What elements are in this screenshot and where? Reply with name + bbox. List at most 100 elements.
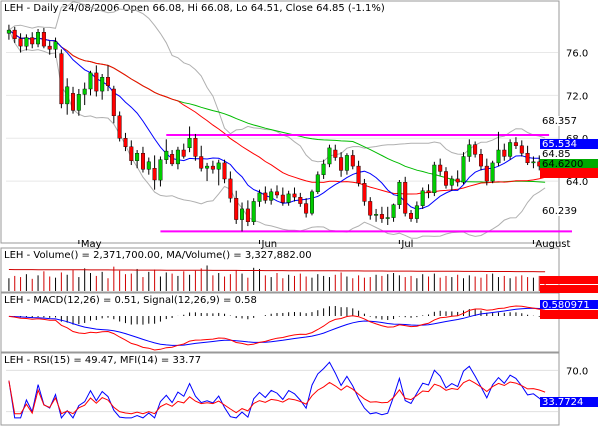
candle-body [409,212,414,219]
x-tick-label: August [535,239,570,250]
candle-body [41,32,46,47]
candle-body [6,29,11,34]
rsi-panel-frame [0,352,560,426]
candle-body [531,161,536,164]
rsi-title: LEH - RSI(15) = 49.47, MFI(14) = 33.77 [4,355,201,366]
price-tag-label: 68.357 [542,116,577,127]
candle-body [100,76,105,92]
candle-body [24,37,29,47]
price-tag-label: 64.85 [542,149,571,160]
candle-body [251,201,256,222]
candle-body [275,191,280,196]
candle-body [403,181,408,214]
candle-body [449,178,454,186]
candle-body [525,152,530,163]
macd-tag-box-2 [540,310,598,319]
candle-body [344,155,349,171]
candle-body [286,193,291,203]
candle-body [356,165,361,184]
macd-line [8,305,546,351]
candle-body [193,137,198,157]
macd-tag-label: 0.580971 [542,300,590,311]
candle-body [76,94,81,111]
candle-body [82,88,87,95]
candle-body [379,214,384,219]
candle-body [30,37,35,45]
volume-ma-tag-box [540,285,598,293]
macd-tag-box [540,300,598,309]
candle-body [152,167,157,181]
candle-body [263,192,268,201]
candle-body [438,164,443,172]
rsi-layer: 70.0 33.7724 [6,361,598,419]
candle-body [18,38,23,47]
macd-title: LEH - MACD(12,26) = 0.51, Signal(12,26,9… [4,295,257,306]
price-tick-label: 76.0 [566,49,588,60]
candle-body [508,142,513,157]
candle-body [88,72,93,90]
candle-body [513,142,518,146]
candle-body [339,157,344,171]
candle-body [146,161,151,170]
candle-body [170,154,175,165]
candle-body [245,208,250,222]
candle-body [432,164,437,193]
candle-body [158,159,163,181]
candle-body [12,29,17,39]
macd-layer: 0.580971 [8,300,598,351]
candle-body [327,147,332,165]
ma-mid-line [8,29,546,195]
volume-title: LEH - Volume() = 2,371,700.00, MA/Volume… [4,250,312,261]
candle-body [368,201,373,216]
candle-body [36,32,41,45]
price-tick-label: 72.0 [566,91,588,102]
candle-body [164,150,169,160]
price-tag-label: 65.534 [542,139,577,150]
candle-body [135,152,140,161]
candle-body [111,88,116,116]
candle-body [484,165,489,182]
macd-panel-frame [0,292,560,353]
candle-body [444,171,449,186]
candle-body [65,86,70,105]
candle-body [222,162,227,180]
candle-body [129,146,134,161]
candle-body [228,178,233,199]
macd-signal-line [8,307,546,346]
candle-body [397,181,402,205]
candle-body [391,204,396,218]
x-tick-label: Jun [261,239,278,250]
candle-body [94,72,99,92]
price-tag-box [540,168,598,178]
price-tag-box [540,159,598,169]
candle-body [420,190,425,206]
volume-panel-frame [0,247,560,293]
candle-body [333,149,338,158]
candle-body [350,155,355,167]
candle-body [519,145,524,154]
candle-body [269,191,274,201]
candle-body [234,197,239,220]
candle-body [187,137,192,148]
candle-body [455,178,460,183]
candle-body [117,115,122,139]
rsi-tag-box [540,397,598,407]
candle-body [47,45,52,50]
candle-body [292,193,297,198]
candle-body [374,214,379,216]
candle-body [362,182,367,202]
volume-tag-box [540,276,598,284]
candle-body [467,144,472,157]
volume-layer [8,265,598,293]
bollinger-upper-line [8,1,546,163]
candle-body [70,93,75,111]
candle-body [105,76,110,86]
price-title: LEH - Daily 24/08/2006 Open 66.08, Hi 66… [4,3,385,14]
x-tick-label: May [81,239,102,250]
candle-body [426,190,431,193]
candle-body [502,149,507,157]
price-tag-box [540,149,598,159]
